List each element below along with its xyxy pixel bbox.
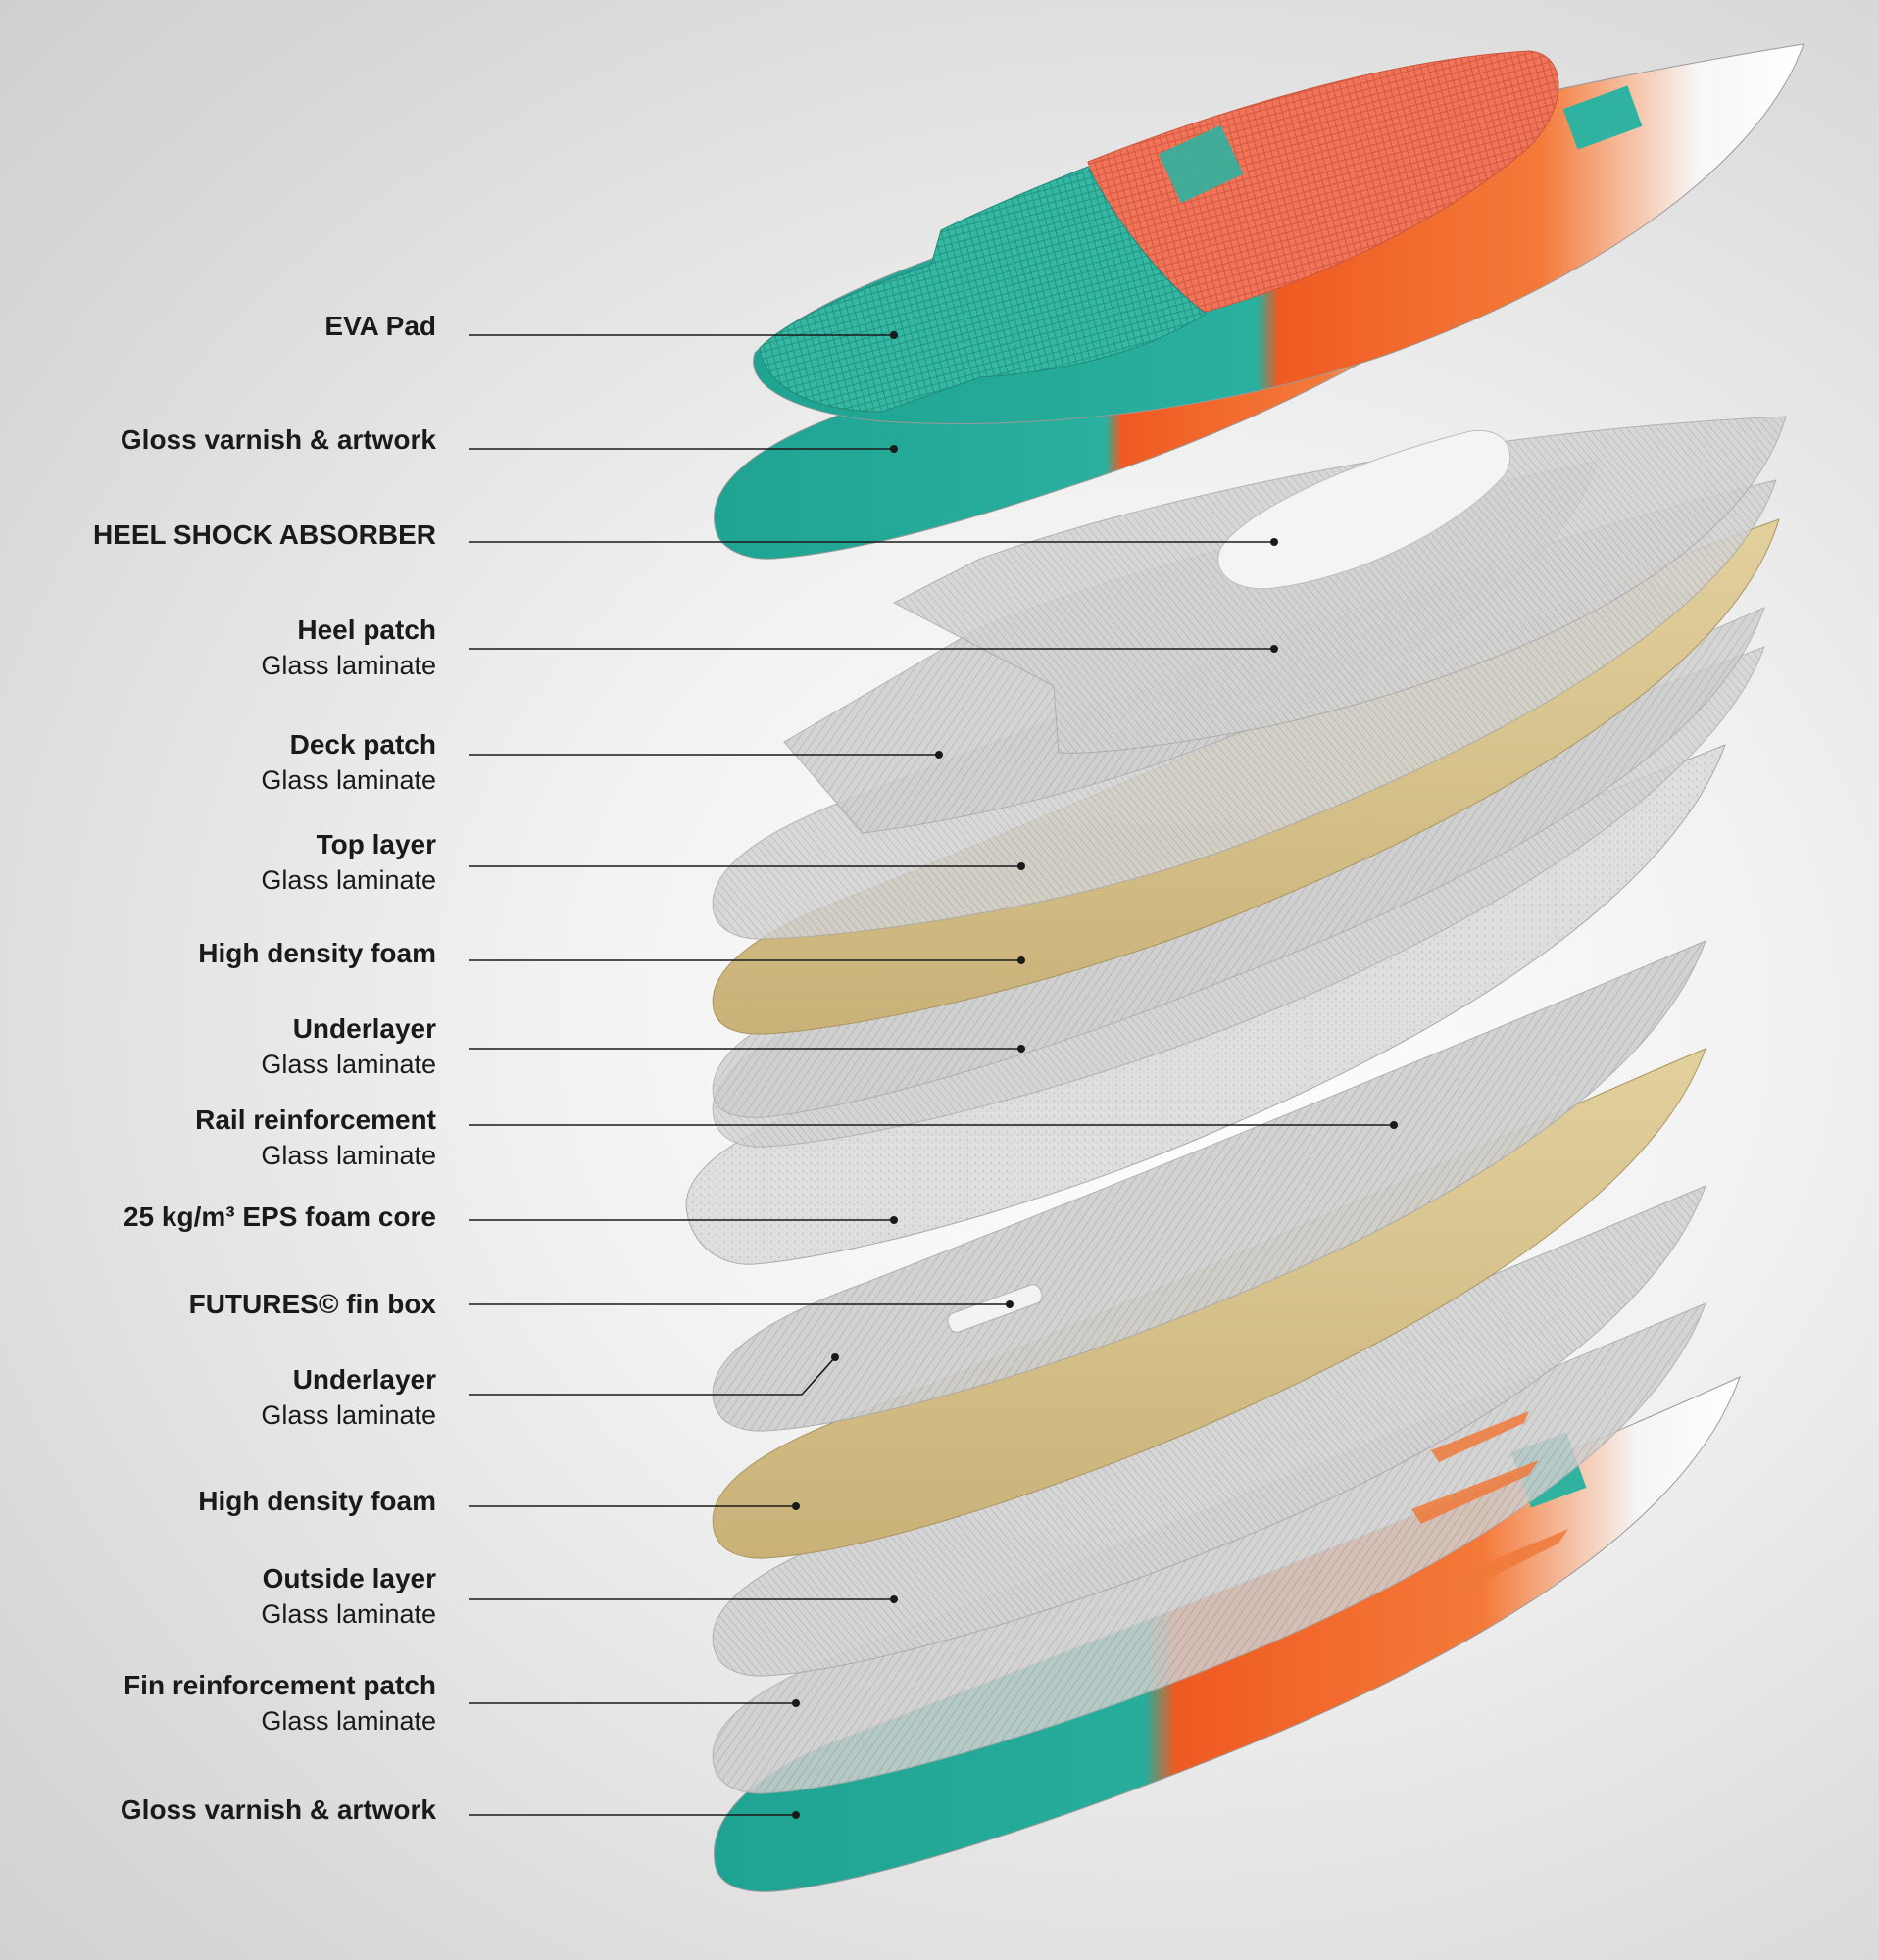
- leader-dot: [890, 1216, 898, 1224]
- layer-label-outside-layer: Outside layer Glass laminate: [261, 1561, 436, 1632]
- leader-dot: [1006, 1300, 1014, 1308]
- layer-subtitle: Glass laminate: [261, 1141, 436, 1170]
- layer-title: Gloss varnish & artwork: [120, 1794, 436, 1825]
- leader-dot: [792, 1699, 800, 1707]
- leader-dot: [1390, 1121, 1398, 1129]
- pad-logo-mark: [1158, 124, 1244, 204]
- layer-subtitle: Glass laminate: [261, 1050, 436, 1079]
- layer-title: Fin reinforcement patch: [124, 1670, 436, 1700]
- leader-dot: [792, 1811, 800, 1819]
- layer-title: Rail reinforcement: [195, 1104, 436, 1135]
- layer-label-lower-high-density-foam: High density foam: [198, 1484, 436, 1519]
- leader-dot: [1270, 645, 1278, 653]
- layer-subtitle: Glass laminate: [261, 1706, 436, 1736]
- layer-subtitle: Glass laminate: [261, 651, 436, 680]
- layer-title: Heel patch: [297, 614, 436, 645]
- layer-title: High density foam: [198, 1486, 436, 1516]
- leader-dot: [890, 331, 898, 339]
- leader-dot: [890, 445, 898, 453]
- layer-subtitle: Glass laminate: [261, 1599, 436, 1629]
- layer-title: Deck patch: [289, 729, 436, 760]
- layer-label-eva-pad: EVA Pad: [324, 309, 436, 344]
- layer-title: High density foam: [198, 938, 436, 968]
- leader-dot: [890, 1595, 898, 1603]
- layer-label-rail-reinforcement: Rail reinforcement Glass laminate: [195, 1102, 436, 1173]
- layer-subtitle: Glass laminate: [261, 1400, 436, 1430]
- layer-subtitle: Glass laminate: [261, 765, 436, 795]
- leader-dot: [1017, 862, 1025, 870]
- layer-title: Underlayer: [292, 1013, 436, 1044]
- nose-logo-badge: [1562, 85, 1643, 150]
- layer-label-bottom-gloss-varnish: Gloss varnish & artwork: [121, 1792, 436, 1828]
- layer-label-heel-patch: Heel patch Glass laminate: [261, 612, 436, 683]
- layer-title: Gloss varnish & artwork: [120, 424, 436, 455]
- eva-pad-rear: [759, 166, 1207, 413]
- heel-shock-absorber: [1217, 429, 1511, 590]
- layer-label-upper-underlayer: Underlayer Glass laminate: [261, 1011, 436, 1082]
- layer-label-lower-underlayer: Underlayer Glass laminate: [261, 1362, 436, 1433]
- layer-label-top-layer: Top layer Glass laminate: [261, 827, 436, 898]
- layer-subtitle: Glass laminate: [261, 865, 436, 895]
- leader-lines: [469, 331, 1398, 1819]
- layer-title: Underlayer: [292, 1364, 436, 1395]
- layer-title: EVA Pad: [324, 311, 436, 341]
- layer-label-heel-shock-absorber: HEEL SHOCK ABSORBER: [93, 517, 436, 553]
- leader-dot: [831, 1353, 839, 1361]
- heel-patch-layer: [892, 416, 1787, 754]
- leader-dot: [1017, 1045, 1025, 1053]
- layer-label-futures-fin-box: FUTURES© fin box: [189, 1287, 436, 1322]
- layer-label-top-gloss-varnish: Gloss varnish & artwork: [121, 422, 436, 458]
- layer-label-fin-reinforcement-patch: Fin reinforcement patch Glass laminate: [124, 1668, 436, 1739]
- futures-fin-box: [947, 1284, 1043, 1333]
- layer-title: Outside layer: [262, 1563, 436, 1593]
- leader-dot: [935, 751, 943, 759]
- layer-label-upper-high-density-foam: High density foam: [198, 936, 436, 971]
- leader-dot: [792, 1502, 800, 1510]
- layer-label-deck-patch: Deck patch Glass laminate: [261, 727, 436, 798]
- layer-title: 25 kg/m³ EPS foam core: [123, 1201, 436, 1232]
- leader-dot: [1017, 956, 1025, 964]
- layer-title: Top layer: [316, 829, 436, 859]
- lower-underlayer: [712, 940, 1706, 1432]
- bottom-fin-streaks: [1411, 1411, 1568, 1592]
- layer-title: FUTURES© fin box: [188, 1289, 436, 1319]
- layer-label-eps-foam-core: 25 kg/m³ EPS foam core: [124, 1200, 436, 1235]
- layer-title: HEEL SHOCK ABSORBER: [92, 519, 436, 550]
- leader-line: [469, 1356, 836, 1396]
- leader-dot: [1270, 538, 1278, 546]
